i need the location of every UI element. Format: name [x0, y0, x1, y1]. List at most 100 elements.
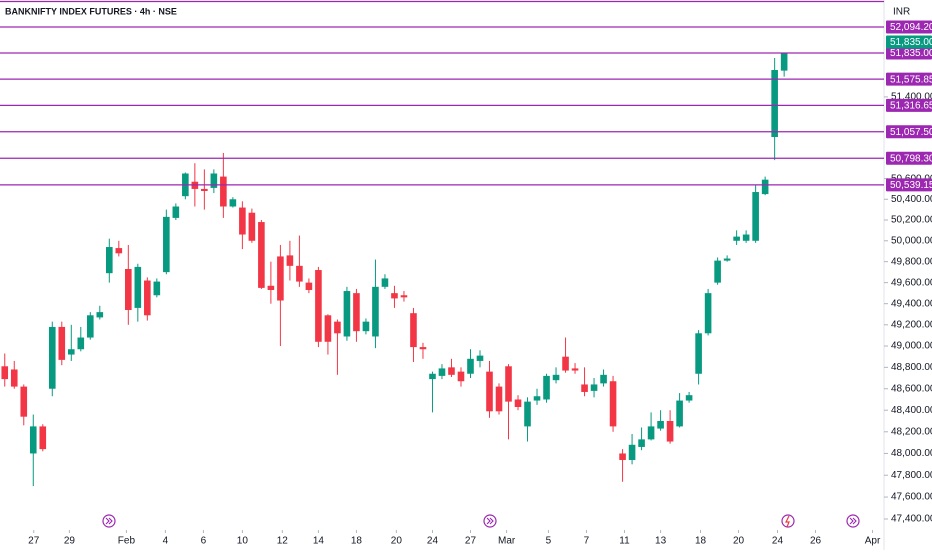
x-tick-label: 24: [427, 536, 439, 547]
candle-body: [172, 206, 180, 218]
candle-body: [638, 439, 645, 447]
candle-body: [353, 293, 360, 332]
x-tick-label: 4: [163, 536, 169, 547]
candle-body: [1, 366, 9, 380]
candle-body: [733, 236, 740, 241]
x-tick-label: 26: [810, 536, 822, 547]
y-tick-label: 48,200.00: [891, 426, 932, 437]
candle-body: [438, 368, 446, 376]
x-tick-label: 14: [313, 536, 325, 547]
candle-body: [96, 312, 104, 318]
plot-area: [1, 53, 788, 487]
candle-body: [277, 256, 284, 301]
candle-body: [742, 234, 750, 241]
candle-body: [391, 293, 398, 299]
y-tick-label: 49,400.00: [891, 298, 932, 309]
candle-body: [771, 70, 778, 137]
candle-body: [239, 207, 246, 235]
y-tick-label: 49,000.00: [891, 341, 932, 352]
level-label: 52,094.20: [890, 22, 932, 33]
candle-body: [761, 179, 769, 195]
candle-body: [77, 337, 85, 350]
y-tick-label: 48,800.00: [891, 362, 932, 373]
candle-body: [106, 247, 113, 274]
candle-body: [704, 293, 712, 334]
level-tag: [886, 98, 932, 112]
event-glyph: [486, 517, 494, 525]
event-glyph: [785, 515, 790, 528]
candle-body: [86, 315, 94, 338]
event-glyph: [849, 517, 857, 525]
x-tick-label: 29: [64, 536, 76, 547]
x-tick-label: 27: [465, 536, 477, 547]
candle-body: [39, 426, 47, 450]
x-tick-label: 12: [277, 536, 289, 547]
x-tick-label: 20: [391, 536, 403, 547]
x-tick-label: 10: [237, 536, 249, 547]
x-tick-label: 24: [772, 536, 784, 547]
chart-title: BANKNIFTY INDEX FUTURES · 4h · NSE: [5, 6, 177, 16]
candle-body: [248, 212, 256, 241]
candle-body: [201, 188, 208, 192]
candle-body: [144, 280, 151, 316]
y-tick-label: 51,400.00: [891, 92, 932, 103]
y-tick-label: 50,400.00: [891, 194, 932, 205]
candle-body: [286, 255, 294, 266]
event-icon[interactable]: [781, 514, 795, 528]
y-tick-label: 48,400.00: [891, 405, 932, 416]
level-label: 51,575.85: [890, 74, 932, 85]
level-tag: [886, 46, 932, 60]
candle-body: [486, 371, 493, 412]
candle-body: [163, 216, 170, 273]
level-label: 51,835.00: [890, 48, 932, 59]
x-tick-label: 18: [351, 536, 363, 547]
candle-body: [372, 286, 379, 337]
last-price-tag: [886, 35, 932, 49]
last-price-label: 51,835.00: [890, 37, 932, 48]
candle-body: [495, 386, 503, 412]
candle-body: [695, 333, 702, 374]
y-tick-label: 49,200.00: [891, 319, 932, 330]
candle-body: [362, 321, 370, 332]
x-tick-label: 6: [201, 536, 207, 547]
candle-body: [334, 321, 341, 334]
candle-body: [619, 453, 626, 460]
x-tick-label: 27: [28, 536, 40, 547]
x-tick-label: 13: [655, 536, 667, 547]
level-label: 51,057.50: [890, 127, 932, 138]
candle-body: [666, 421, 674, 442]
candle-body: [647, 426, 655, 440]
candle-body: [305, 282, 313, 290]
candle-body: [448, 367, 455, 375]
x-tick-label: Feb: [118, 536, 136, 547]
x-tick-label: Mar: [498, 536, 516, 547]
candle-body: [343, 291, 351, 337]
candle-body: [562, 356, 569, 371]
candle-body: [429, 373, 436, 380]
candle-body: [476, 355, 484, 361]
x-tick-label: 11: [619, 536, 630, 547]
candle-body: [20, 386, 28, 417]
y-tick-label: 50,000.00: [891, 235, 932, 246]
level-tag: [886, 151, 932, 165]
candle-body: [467, 358, 474, 374]
candle-body: [125, 268, 132, 311]
x-tick-label: 20: [733, 536, 745, 547]
y-tick-label: 47,800.00: [891, 470, 932, 481]
candle-body: [48, 326, 56, 389]
x-tick-label: 5: [546, 536, 552, 547]
candle-body: [609, 381, 617, 427]
candle-body: [571, 368, 579, 371]
candle-body: [220, 176, 227, 207]
y-tick-label: 50,200.00: [891, 215, 932, 226]
y-tick-label: 49,800.00: [891, 256, 932, 267]
level-label: 50,798.30: [890, 153, 932, 164]
candle-body: [533, 396, 541, 401]
level-tag: [886, 125, 932, 139]
candle-body: [381, 278, 389, 287]
candle-body: [685, 395, 693, 401]
y-tick-label: 47,400.00: [891, 514, 932, 525]
candle-body: [67, 349, 75, 355]
y-tick-label: 48,000.00: [891, 448, 932, 459]
